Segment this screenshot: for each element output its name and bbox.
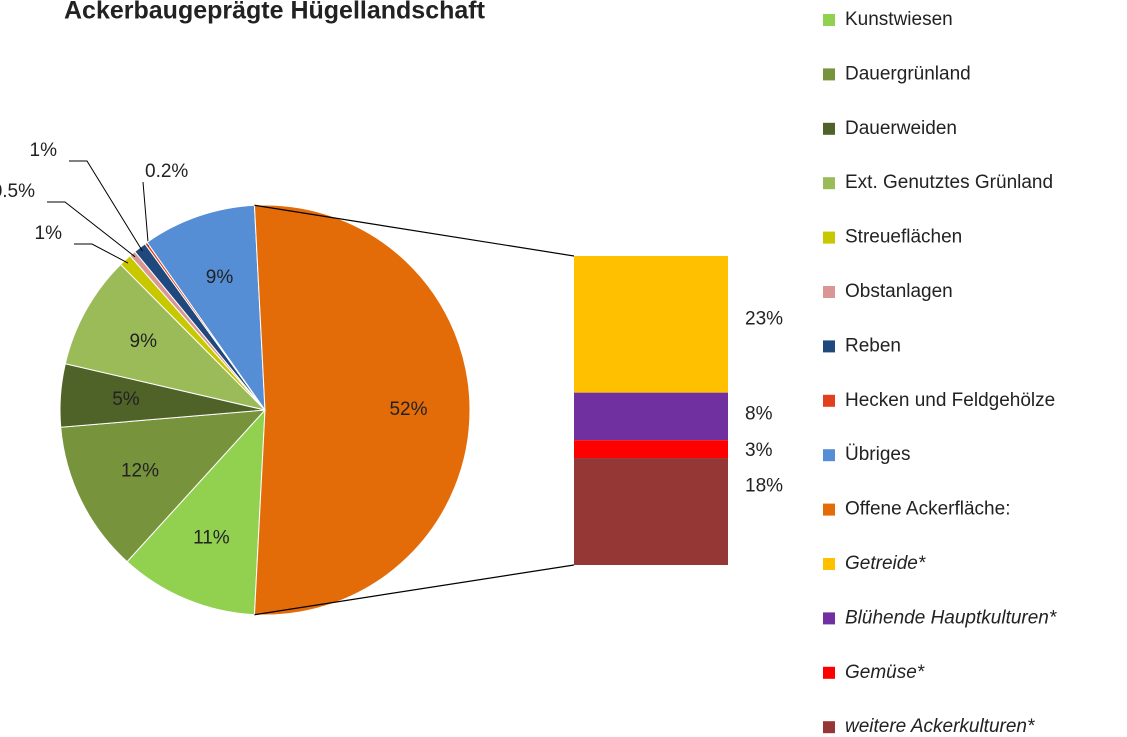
data-label: 9% <box>206 267 234 288</box>
legend-swatch <box>823 14 835 26</box>
data-label: 12% <box>121 461 159 482</box>
bar-segment <box>574 256 728 393</box>
data-label: 8% <box>745 403 773 424</box>
legend-swatch <box>823 394 835 407</box>
bar-segment <box>574 458 728 565</box>
data-label: 9% <box>130 331 158 352</box>
legend-swatch <box>823 503 835 516</box>
leader-line <box>69 160 143 252</box>
legend-label: Ext. Genutztes Grünland <box>845 172 1053 193</box>
legend-swatch <box>823 666 835 679</box>
pie-slice <box>146 204 266 412</box>
legend-swatch <box>823 612 835 625</box>
legend-label: Reben <box>845 335 901 356</box>
data-label: 52% <box>389 399 427 420</box>
data-label: 11% <box>193 528 230 549</box>
chart-title: Ackerbaugeprägte Hügellandschaft <box>64 0 486 25</box>
legend-swatch <box>823 721 835 734</box>
legend-swatch <box>823 449 835 462</box>
legend-swatch <box>823 177 835 190</box>
data-label: 5% <box>112 389 140 410</box>
legend-label: Dauerweiden <box>845 118 957 139</box>
leader-line <box>142 181 149 247</box>
legend-label: Offene Ackerfläche: <box>845 499 1010 520</box>
legend-swatch <box>823 340 835 353</box>
legend-swatch <box>823 558 835 570</box>
legend-label: Hecken und Feldgehölze <box>845 390 1055 411</box>
legend-swatch <box>823 286 835 298</box>
legend-label: Streueflächen <box>845 227 962 248</box>
data-label: 18% <box>745 476 783 497</box>
legend-label: Blühende Hauptkulturen* <box>845 607 1057 628</box>
legend-label: weitere Ackerkulturen* <box>845 716 1035 737</box>
legend-label: Getreide* <box>845 553 926 574</box>
data-label: 0.2% <box>145 161 188 182</box>
legend-label: Gemüse* <box>845 662 925 683</box>
pie-slice <box>64 263 267 411</box>
legend-label: Obstanlagen <box>845 281 953 302</box>
bar-segment <box>574 392 728 441</box>
pie-slice <box>253 204 471 616</box>
legend-swatch <box>823 68 835 81</box>
data-label: 1% <box>30 140 58 161</box>
legend-label: Dauergrünland <box>845 63 971 84</box>
connector-line <box>254 204 575 257</box>
leader-line <box>74 243 129 264</box>
bar-segment <box>574 440 728 459</box>
legend-swatch <box>823 122 835 135</box>
data-label: 3% <box>745 440 773 461</box>
data-label: 0.5% <box>0 181 35 202</box>
data-label: 23% <box>745 308 783 329</box>
pie-slice <box>60 409 267 563</box>
legend-label: Kunstwiesen <box>845 9 953 30</box>
pie-slice <box>126 408 266 616</box>
leader-line <box>47 201 136 258</box>
connector-line <box>254 564 575 616</box>
legend-swatch <box>823 231 835 244</box>
data-label: 1% <box>35 223 63 244</box>
legend-label: Übriges <box>845 444 910 465</box>
